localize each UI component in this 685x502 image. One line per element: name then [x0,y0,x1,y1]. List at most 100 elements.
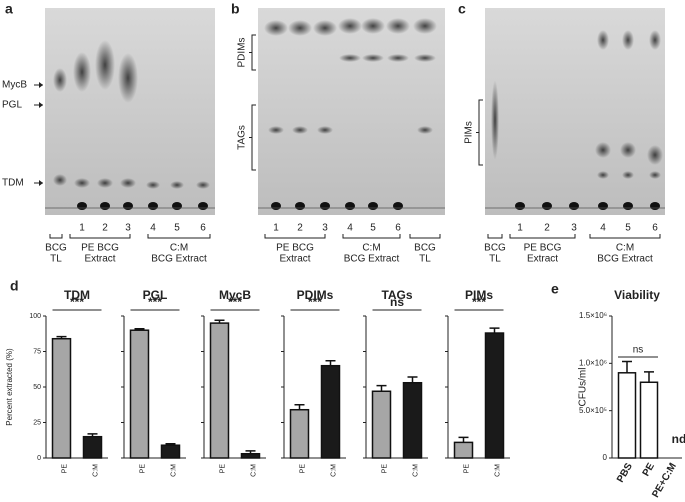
y-tick-label: 5.0×10⁵ [579,406,607,415]
origin-spot [542,202,552,210]
tlc-spot [120,178,136,188]
tlc-spot [288,20,312,36]
arrow-head [39,102,43,108]
lane-number: 5 [370,223,376,234]
origin-spot [123,202,133,210]
group-bracket [589,234,661,239]
origin-spot [623,202,633,210]
group-label: BCG [414,243,436,254]
bar [82,435,103,459]
bar [639,381,659,459]
bracket [249,104,256,171]
bar [402,381,423,459]
tlc-spot [413,18,437,34]
group-label: BCG [45,243,67,254]
error-bar [56,335,67,339]
lane-number: 1 [517,223,523,234]
tlc-spot [362,54,384,62]
tlc-spot [417,126,433,134]
origin-spot [295,202,305,210]
group-label: BCG Extract [151,254,207,265]
y-tick-label: 25 [33,419,41,426]
panel-letter: b [231,1,240,17]
origin-spot [77,202,87,210]
group-bracket [509,234,576,239]
significance: ns [390,295,404,309]
significance: ns [633,345,644,356]
lane-number: 4 [150,223,156,234]
lane-number: 4 [600,223,606,234]
band-label: TDM [2,178,24,189]
significance: *** [228,295,242,309]
group-label: Extract [527,254,558,265]
x-tick-label: PE [381,464,388,474]
group-label: PE BCG [81,243,119,254]
x-tick-label: PE [61,464,68,474]
chart-title: MycB [219,288,251,302]
tlc-spot [622,171,634,179]
tlc-plate [258,8,445,215]
panel-letter: e [551,281,559,297]
lane-number: 3 [125,223,131,234]
bar [453,441,474,459]
lane-number: 5 [174,223,180,234]
origin-spot [598,202,608,210]
bar [129,329,150,459]
x-tick-label: PE [139,464,146,474]
significance: *** [148,295,162,309]
tlc-spot [597,30,609,50]
lane-number: 1 [79,223,85,234]
tlc-spot [53,68,67,92]
significance: *** [70,295,84,309]
group-label: TL [419,254,431,265]
chart-title: Viability [614,288,660,302]
tlc-spot [97,178,113,188]
tlc-spot [292,126,308,134]
tlc-spot [118,53,138,103]
y-tick-label: 0 [37,455,41,462]
lane-number: 1 [273,223,279,234]
error-bar [294,404,305,410]
tlc-spot [146,181,160,189]
x-tick-label: PE [299,464,306,474]
error-bar [87,433,98,437]
lane-number: 6 [200,223,206,234]
bracket [476,99,483,166]
group-bracket [342,234,401,239]
group-bracket [264,234,326,239]
origin-spot [271,202,281,210]
origin-spot [345,202,355,210]
y-axis-label: CFUs/ml [578,368,589,407]
tlc-spot [387,54,409,62]
bar [617,372,637,459]
origin-spot [172,202,182,210]
error-bar [245,450,256,454]
group-bracket [49,234,63,239]
x-tick-label: C:M [330,464,337,477]
origin-spot [650,202,660,210]
x-tick-label: PE [641,461,657,478]
tlc-plate [485,8,665,215]
lane-number: 4 [347,223,353,234]
y-tick-label: 0 [603,453,608,462]
bar [240,452,261,459]
x-tick-label: C:M [412,464,419,477]
y-tick-label: 1.5×10⁶ [579,311,607,320]
x-tick-label: PE [463,464,470,474]
band-label: PDIMs [237,38,248,68]
lane-number: 2 [297,223,303,234]
group-bracket [487,234,503,239]
group-label: BCG Extract [597,254,653,265]
group-bracket [409,234,441,239]
tlc-spot [620,142,636,158]
panel-letter: c [458,1,466,17]
tlc-spot [264,20,288,36]
group-label: C:M [170,243,188,254]
significance: *** [472,295,486,309]
origin-spot [148,202,158,210]
origin-spot [569,202,579,210]
x-tick-label: PE [219,464,226,474]
panel-letter: d [10,278,19,294]
bracket [249,34,256,71]
tlc-spot [313,20,337,36]
